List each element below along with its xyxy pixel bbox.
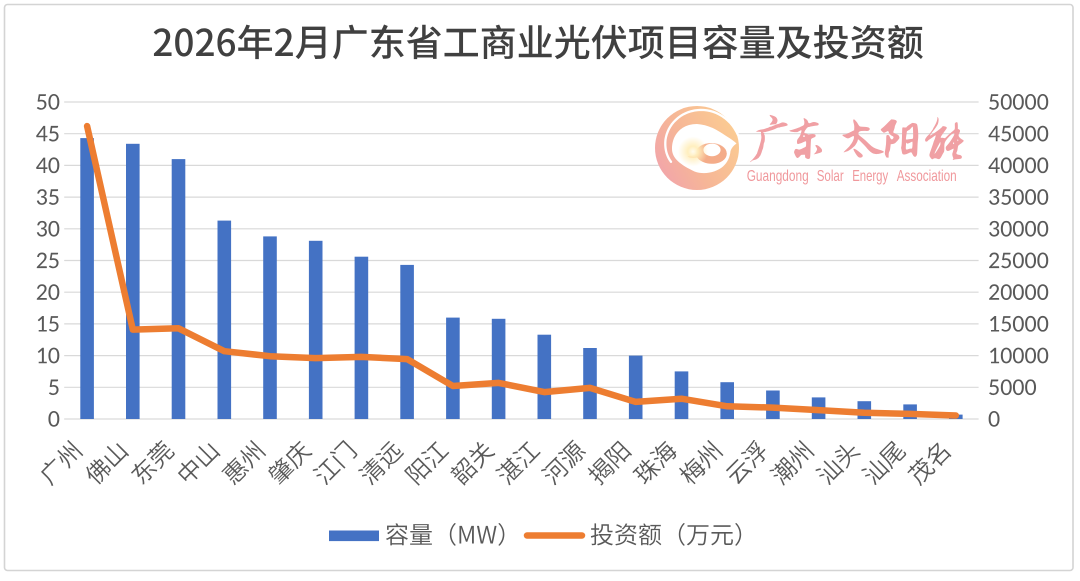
svg-text:Association: Association	[897, 168, 957, 185]
svg-text:Guangdong: Guangdong	[747, 168, 809, 185]
svg-text:Solar: Solar	[817, 168, 844, 185]
svg-text:Energy: Energy	[852, 168, 888, 185]
